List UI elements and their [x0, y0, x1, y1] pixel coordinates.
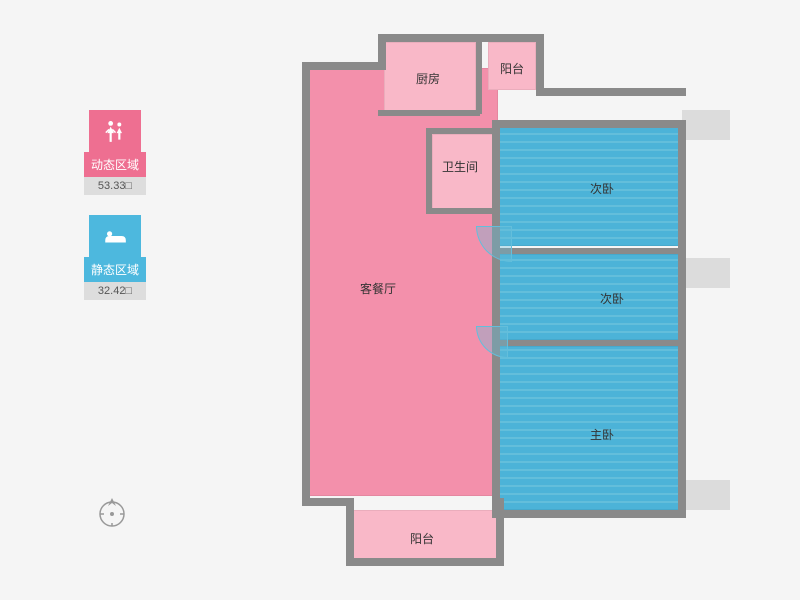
wall [378, 34, 542, 42]
wall [492, 120, 686, 128]
legend-label-static: 静态区域 [84, 257, 146, 282]
wall [492, 340, 686, 346]
compass-icon [95, 495, 129, 529]
wall [492, 248, 686, 254]
wall [476, 34, 482, 114]
room-bed2b [498, 254, 682, 340]
room-label-kitchen: 厨房 [416, 70, 440, 87]
wall [346, 498, 354, 564]
wall [302, 62, 310, 502]
legend-label-dynamic: 动态区域 [84, 152, 146, 177]
legend-item-static: 静态区域 32.42□ [75, 215, 155, 300]
wall [426, 208, 500, 214]
room-label-living: 客餐厅 [360, 280, 396, 297]
legend-value-static: 32.42□ [84, 282, 146, 300]
room-label-balcony_n: 阳台 [500, 60, 524, 77]
wall [678, 120, 686, 514]
legend-panel: 动态区域 53.33□ 静态区域 32.42□ [75, 110, 155, 320]
wall [496, 498, 504, 564]
wall [536, 88, 686, 96]
room-label-balcony_s: 阳台 [410, 530, 434, 547]
wall [536, 34, 544, 92]
room-label-master: 主卧 [590, 426, 614, 443]
floorplan: 客餐厅厨房阳台卫生间阳台次卧次卧主卧 [300, 30, 730, 570]
legend-value-dynamic: 53.33□ [84, 177, 146, 195]
room-label-bathroom: 卫生间 [442, 158, 478, 175]
wall [378, 110, 480, 116]
exterior-ledge [682, 258, 730, 288]
exterior-ledge [682, 110, 730, 140]
people-icon [89, 110, 141, 152]
room-label-bed2b: 次卧 [600, 290, 624, 307]
wall [346, 558, 504, 566]
room-label-bed2a: 次卧 [590, 180, 614, 197]
wall [492, 120, 500, 514]
exterior-ledge [682, 480, 730, 510]
legend-item-dynamic: 动态区域 53.33□ [75, 110, 155, 195]
wall [426, 128, 432, 214]
wall [426, 128, 500, 134]
wall [302, 62, 382, 70]
sleep-icon [89, 215, 141, 257]
wall [492, 510, 686, 518]
